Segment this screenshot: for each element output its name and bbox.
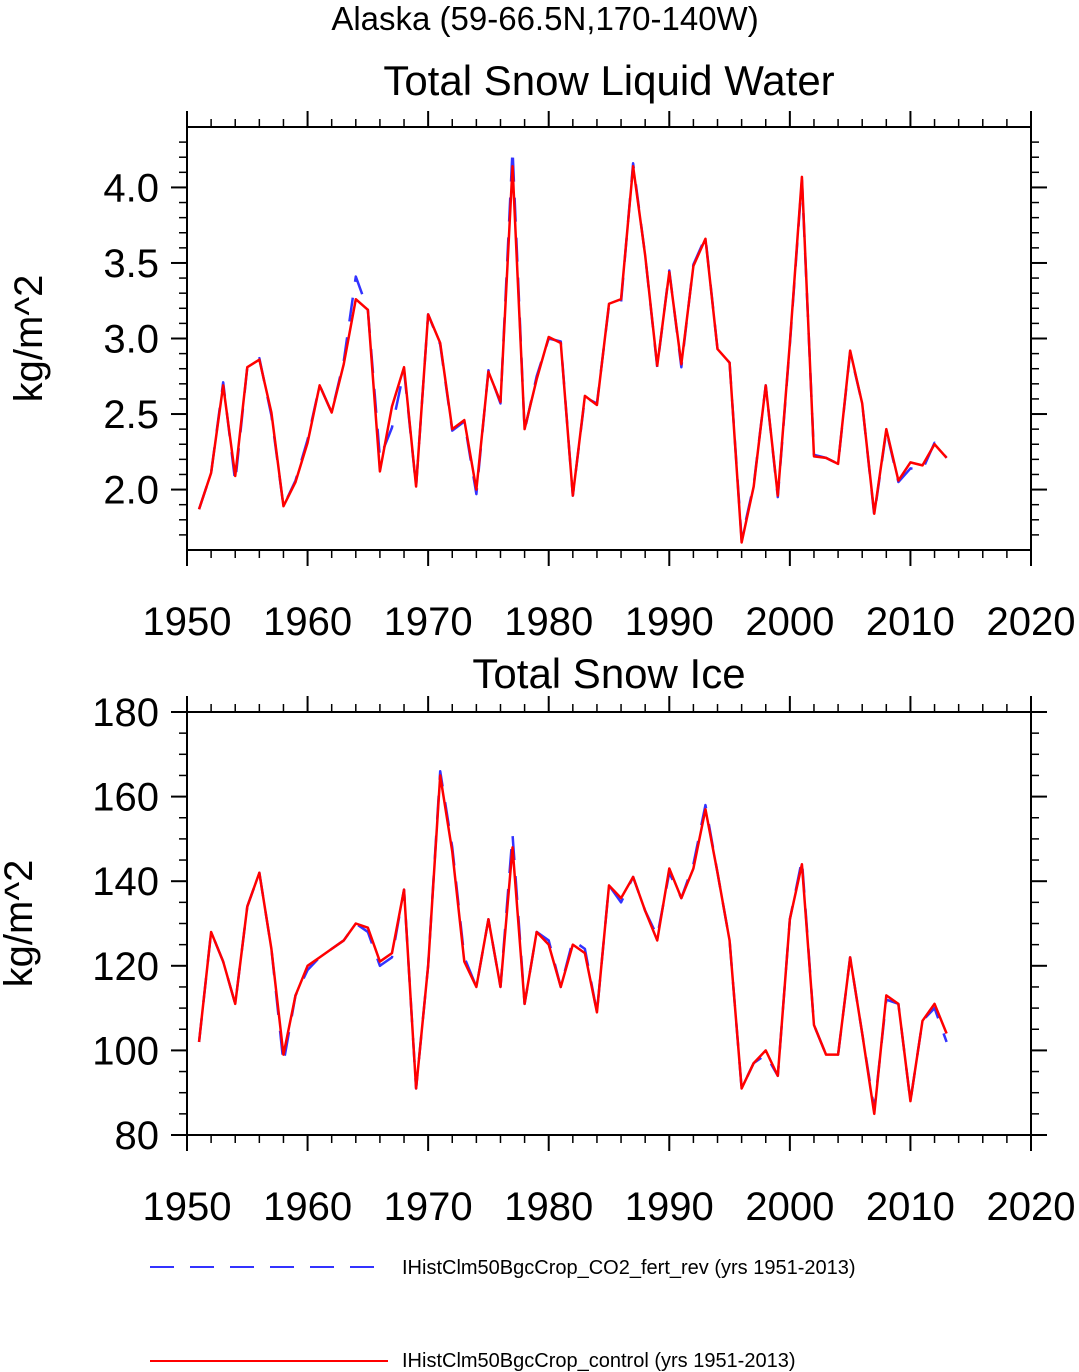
x-tick-label: 2010 (866, 1185, 955, 1229)
legend: IHistClm50BgcCrop_CO2_fert_rev (yrs 1951… (150, 1257, 856, 1372)
x-tick-label: 1990 (625, 1185, 714, 1229)
main-title: Alaska (59-66.5N,170-140W) (331, 0, 758, 37)
y-axis-label: kg/m^2 (7, 275, 51, 403)
chart-title: Total Snow Liquid Water (383, 57, 834, 104)
series-line-control (197, 165, 948, 544)
plot-frame (186, 711, 1032, 1136)
x-tick-label: 1970 (384, 600, 473, 644)
x-tick-label: 2000 (745, 600, 834, 644)
x-tick-label: 1990 (625, 600, 714, 644)
y-tick-label: 4.0 (103, 166, 159, 210)
x-tick-label: 2020 (987, 600, 1076, 644)
x-tick-label: 2000 (745, 1185, 834, 1229)
chart-title: Total Snow Ice (472, 650, 745, 697)
legend-label-control: IHistClm50BgcCrop_control (yrs 1951-2013… (402, 1350, 796, 1372)
y-tick-label: 3.0 (103, 318, 159, 362)
y-tick-label: 3.5 (103, 242, 159, 286)
x-tick-label: 2010 (866, 600, 955, 644)
x-tick-label: 1950 (143, 1185, 232, 1229)
panel-snow-ice: Total Snow Ice 1950 1960 1970 1980 1990 2000 20… (0, 650, 1075, 1229)
plot-frame (186, 126, 1032, 551)
x-tick-label: 1960 (263, 600, 352, 644)
series-line-co2-fert-rev (197, 769, 948, 1111)
x-tick-label: 1970 (384, 1185, 473, 1229)
x-tick-label: 1960 (263, 1185, 352, 1229)
y-tick-label: 120 (92, 945, 159, 989)
panel-snow-liquid-water: Total Snow Liquid Water 1950 1960 1970 1980 1… (7, 57, 1075, 644)
x-tick-label: 1950 (143, 600, 232, 644)
y-tick-label: 80 (115, 1114, 160, 1158)
y-axis-label: kg/m^2 (0, 860, 41, 988)
y-tick-label: 2.5 (103, 393, 159, 437)
y-tick-label: 140 (92, 860, 159, 904)
series-line-control (197, 774, 948, 1116)
x-tick-label: 1980 (504, 1185, 593, 1229)
x-tick-label: 1980 (504, 600, 593, 644)
y-tick-label: 180 (92, 691, 159, 735)
y-tick-label: 160 (92, 776, 159, 820)
x-tick-label: 2020 (987, 1185, 1076, 1229)
y-tick-label: 2.0 (103, 469, 159, 513)
y-tick-label: 100 (92, 1029, 159, 1073)
legend-label-co2-fert-rev: IHistClm50BgcCrop_CO2_fert_rev (yrs 1951… (402, 1257, 856, 1279)
